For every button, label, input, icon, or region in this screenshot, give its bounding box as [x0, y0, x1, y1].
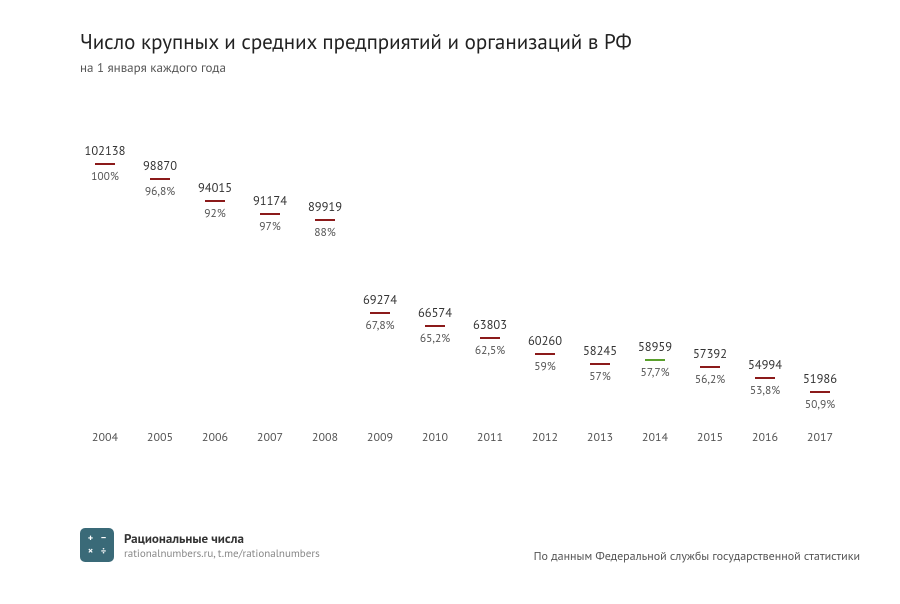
data-point-value: 89919 [300, 199, 350, 215]
logo-glyph: − [98, 533, 109, 544]
data-point-tick [645, 359, 665, 361]
data-point-percent: 100% [80, 169, 130, 184]
data-point-percent: 62,5% [465, 343, 515, 358]
data-point-tick [260, 213, 280, 215]
data-point: 94015 92% [190, 180, 240, 221]
data-point: 102138 100% [80, 143, 130, 184]
x-axis-label: 2004 [80, 430, 130, 445]
data-point-tick [425, 325, 445, 327]
x-axis-label: 2016 [740, 430, 790, 445]
brand-name: Рациональные числа [124, 530, 320, 547]
x-axis-label: 2013 [575, 430, 625, 445]
data-point-value: 57392 [685, 346, 735, 362]
chart-subtitle: на 1 января каждого года [80, 59, 632, 76]
data-point-percent: 57% [575, 369, 625, 384]
data-point: 98870 96,8% [135, 158, 185, 199]
data-point-percent: 65,2% [410, 331, 460, 346]
page: Число крупных и средних предприятий и ор… [0, 0, 900, 604]
data-point: 58245 57% [575, 343, 625, 384]
data-point-value: 51986 [795, 371, 845, 387]
data-point-percent: 97% [245, 219, 295, 234]
x-axis-label: 2009 [355, 430, 405, 445]
chart-title: Число крупных и средних предприятий и ор… [80, 28, 632, 55]
data-point-percent: 92% [190, 206, 240, 221]
x-axis-label: 2011 [465, 430, 515, 445]
data-point-value: 102138 [80, 143, 130, 159]
x-axis-label: 2015 [685, 430, 735, 445]
data-point-percent: 88% [300, 225, 350, 240]
chart-area: 102138 100% 2004 98870 96,8% 2005 94015 92% 2006… [80, 110, 850, 470]
data-point-tick [205, 200, 225, 202]
data-point-tick [590, 363, 610, 365]
logo-glyph: ÷ [98, 546, 109, 557]
x-axis-label: 2014 [630, 430, 680, 445]
data-point: 89919 88% [300, 199, 350, 240]
data-point-percent: 53,8% [740, 383, 790, 398]
data-point-tick [370, 312, 390, 314]
data-point-value: 60260 [520, 333, 570, 349]
brand-link: rationalnumbers.ru, t.me/rationalnumbers [124, 547, 320, 561]
x-axis-label: 2017 [795, 430, 845, 445]
data-point-percent: 50,9% [795, 397, 845, 412]
data-point: 66574 65,2% [410, 305, 460, 346]
header: Число крупных и средних предприятий и ор… [80, 28, 632, 76]
data-point-percent: 57,7% [630, 365, 680, 380]
data-point: 51986 50,9% [795, 371, 845, 412]
data-point: 91174 97% [245, 193, 295, 234]
data-point: 57392 56,2% [685, 346, 735, 387]
data-point: 54994 53,8% [740, 357, 790, 398]
data-point-percent: 67,8% [355, 318, 405, 333]
source-attribution: По данным Федеральной службы государстве… [534, 549, 860, 564]
data-point-value: 58959 [630, 339, 680, 355]
data-point-percent: 96,8% [135, 184, 185, 199]
x-axis-label: 2007 [245, 430, 295, 445]
data-point: 60260 59% [520, 333, 570, 374]
x-axis-label: 2008 [300, 430, 350, 445]
footer: +−×÷ Рациональные числа rationalnumbers.… [80, 528, 860, 568]
data-point-tick [810, 391, 830, 393]
data-point-tick [95, 163, 115, 165]
data-point-value: 63803 [465, 317, 515, 333]
data-point-percent: 59% [520, 359, 570, 374]
data-point-value: 54994 [740, 357, 790, 373]
data-point-tick [480, 337, 500, 339]
data-point: 63803 62,5% [465, 317, 515, 358]
brand-logo-icon: +−×÷ [80, 528, 114, 562]
data-point: 58959 57,7% [630, 339, 680, 380]
data-point-value: 58245 [575, 343, 625, 359]
data-point-tick [755, 377, 775, 379]
data-point-value: 91174 [245, 193, 295, 209]
data-point-percent: 56,2% [685, 372, 735, 387]
x-axis-label: 2006 [190, 430, 240, 445]
data-point-value: 66574 [410, 305, 460, 321]
x-axis-label: 2010 [410, 430, 460, 445]
data-point-tick [150, 178, 170, 180]
data-point-value: 69274 [355, 292, 405, 308]
x-axis-label: 2012 [520, 430, 570, 445]
data-point-value: 98870 [135, 158, 185, 174]
data-point-value: 94015 [190, 180, 240, 196]
logo-glyph: + [85, 533, 96, 544]
logo-glyph: × [85, 546, 96, 557]
data-point-tick [315, 219, 335, 221]
data-point-tick [700, 366, 720, 368]
x-axis-label: 2005 [135, 430, 185, 445]
data-point-tick [535, 353, 555, 355]
data-point: 69274 67,8% [355, 292, 405, 333]
brand-block: +−×÷ Рациональные числа rationalnumbers.… [80, 528, 320, 562]
brand-text: Рациональные числа rationalnumbers.ru, t… [124, 530, 320, 561]
